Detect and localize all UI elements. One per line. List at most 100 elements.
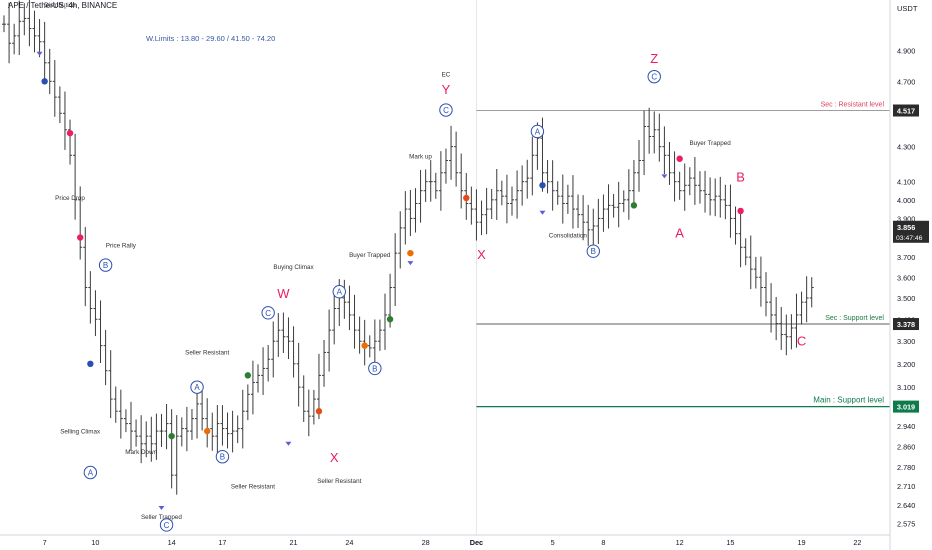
candle [804,276,809,323]
wave-circle [586,244,600,258]
level-lines: Sec : Resistant level Sec : Support level… [476,102,890,408]
candle [174,415,179,495]
wave-label-red: Y [442,82,451,97]
candle [423,169,428,202]
candle [250,360,255,415]
candle [347,285,352,331]
level-label-main: Main : Support level [813,396,884,405]
time-tick-label: 8 [601,538,605,547]
candle [17,0,22,56]
signal-dot [244,372,252,379]
candle [235,415,240,444]
candle [291,326,296,378]
candle [37,19,42,58]
wave-label-red: X [330,450,339,465]
time-tick-label: 15 [726,538,734,547]
candle [139,415,144,464]
candle [311,389,316,425]
candle [286,317,291,360]
signal-triangle [285,441,292,446]
wave-circle [98,258,113,272]
wave-label-red: C [797,334,806,349]
price-tick-label: 4.700 [897,77,915,86]
annotation-text: Buyer Trapped [689,140,731,147]
candle [576,194,581,229]
annotation-text: Buying Climax [273,264,314,271]
wave-circle [261,306,275,320]
candle [184,406,189,452]
wave-circle-text: C [443,106,449,115]
candle [134,419,139,447]
candle [200,390,205,431]
candle [210,412,215,451]
candle [88,271,93,324]
candle [809,277,814,308]
candle [586,204,591,246]
candle [626,169,631,220]
price-tick-label: 4.900 [897,47,915,56]
annotation-text: Seller Resistant [231,484,275,491]
candle [682,163,687,211]
signal-dot [361,342,368,349]
candle [52,60,57,117]
candle [240,389,245,449]
wave-circle-text: A [535,127,541,136]
candle [22,3,27,36]
candle [606,184,611,229]
candle [179,417,184,447]
candle [611,193,616,218]
wave-label-blue: B [215,450,230,464]
candle [256,364,260,393]
wave-circle-text: C [164,521,170,530]
candle [220,405,225,446]
candle [469,186,474,225]
candle [510,186,514,216]
candle [118,389,123,439]
level-tag [893,318,919,331]
annotation-text: Distribution [44,2,76,9]
candle [708,177,713,216]
wave-circle [368,361,382,376]
wave-label-blue: C [439,103,453,117]
candle [621,190,626,213]
candle [718,176,723,218]
wave-label-red: W [277,286,290,301]
wave-circle [530,124,545,139]
wave-circle-text: A [337,288,343,297]
candle [159,413,164,447]
level-label-resistance: Sec : Resistant level [821,102,885,109]
candle [499,180,504,206]
wave-circle-text: A [88,469,94,478]
signal-triangle [539,210,546,215]
annotation-text: EC [442,72,451,79]
wave-circle [190,380,204,394]
candle [144,421,149,458]
candle [616,181,621,228]
time-tick-label: 10 [91,538,99,547]
candle [98,300,103,364]
time-axis[interactable]: 7 10 14 17 21 24 28 Dec 5 8 12 15 19 22 [0,534,890,547]
candle [57,86,62,124]
candle [784,314,789,356]
candle [489,188,494,220]
price-tick-label: 2.940 [897,422,915,431]
candle [169,409,174,489]
wave-label-red: B [736,170,745,185]
annotation-text: Mark Down [125,449,157,456]
price-axis[interactable]: 4.900 4.700 4.300 4.100 4.000 3.900 3.700 3.600… [889,0,929,550]
candle [520,165,525,206]
candle [581,195,586,241]
signal-dot [463,194,470,202]
candle [662,126,667,175]
annotation-text: Seller Trapped [141,514,182,521]
candle [149,416,154,462]
candle [438,151,443,211]
candle [723,184,728,220]
wave-circle-text: B [591,247,596,256]
candle [261,347,266,395]
annotation-text: Price Drop [55,195,85,202]
level-tag [893,104,919,117]
candle [103,330,108,386]
candle [428,160,433,202]
